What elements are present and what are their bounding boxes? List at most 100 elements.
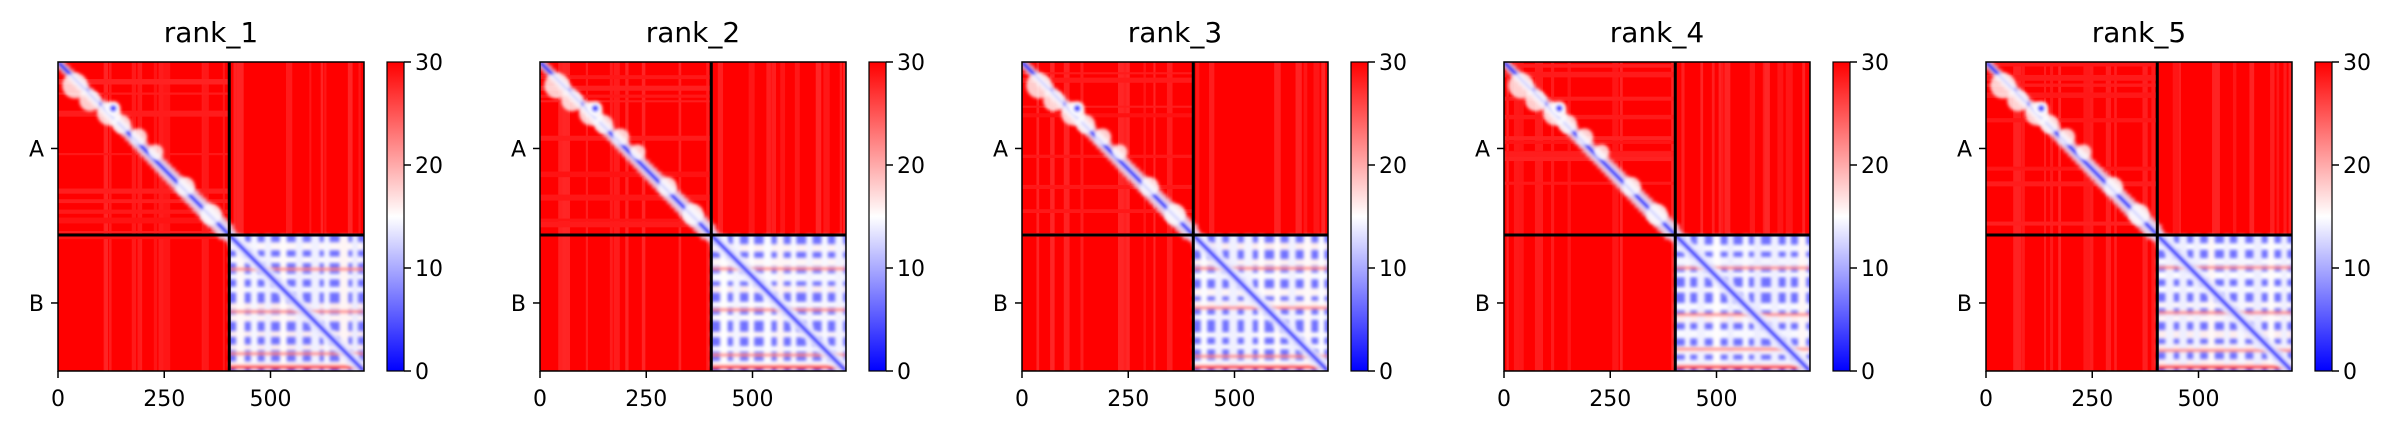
x-tick-label: 0	[1497, 387, 1511, 412]
chain-a-blotch	[1622, 177, 1641, 196]
chain-b-vband	[1785, 234, 1791, 371]
texture-streak	[1506, 62, 1509, 371]
chain-b-vband	[1228, 234, 1238, 371]
texture-streak	[58, 234, 230, 240]
texture-streak	[58, 231, 230, 234]
texture-streak	[1143, 62, 1146, 371]
texture-streak	[815, 62, 822, 371]
texture-streak	[1303, 62, 1308, 371]
texture-streak	[236, 62, 244, 371]
texture-streak	[2015, 62, 2022, 371]
texture-streak	[794, 62, 800, 371]
chain-a-blotch	[1594, 144, 1610, 160]
colorbar-tick-label: 30	[897, 51, 925, 76]
chain-b-vband	[1684, 234, 1691, 371]
chain-b-redline	[229, 352, 364, 356]
chain-b-redline	[229, 267, 364, 271]
chain-b-vband	[1200, 234, 1208, 371]
texture-streak	[1022, 184, 1194, 189]
texture-streak	[1720, 62, 1724, 371]
texture-streak	[540, 194, 712, 201]
heatmap-frame	[1503, 61, 1811, 372]
texture-streak	[1050, 62, 1055, 371]
panel-title: rank_5	[2092, 16, 2186, 49]
panel-rank_1: rank_1 A B 0 250 500 0 10 20 30	[29, 16, 443, 412]
x-tick-label: 250	[1107, 387, 1149, 412]
texture-streak	[1295, 62, 1302, 371]
chain-a-blotch	[594, 114, 614, 134]
texture-streak	[1802, 62, 1806, 371]
texture-streak	[1986, 166, 2158, 170]
texture-streak	[1671, 62, 1675, 371]
chain-b-vband	[732, 234, 740, 371]
texture-streak	[1036, 62, 1040, 371]
texture-streak	[2270, 62, 2275, 371]
panel-title: rank_1	[164, 16, 258, 49]
texture-streak	[1504, 96, 1676, 101]
texture-streak	[2083, 62, 2091, 371]
panel-rank_2: rank_2 A B 0 250 500 0 10 20 30	[511, 16, 925, 412]
colorbar-gradient	[1832, 61, 1851, 372]
colorbar: 0 10 20 30	[1350, 51, 1407, 385]
chain-a-blotch	[1164, 203, 1186, 226]
texture-streak	[706, 62, 710, 371]
colorbar-gradient	[386, 61, 405, 372]
texture-streak	[1986, 74, 2158, 81]
texture-streak	[1297, 62, 1301, 371]
chain-a-blotch	[62, 72, 88, 99]
chain-b-vband	[1770, 234, 1779, 371]
texture-streak	[163, 62, 171, 371]
colorbar: 0 10 20 30	[868, 51, 925, 385]
colorbar-tick-label: 10	[1379, 257, 1407, 282]
texture-streak	[2175, 62, 2182, 371]
texture-streak	[1619, 62, 1623, 371]
x-tick-label: 500	[1214, 387, 1256, 412]
chain-a-blotch	[176, 177, 195, 196]
texture-streak	[1504, 114, 1676, 120]
chain-b-hband	[1675, 329, 1810, 339]
texture-streak	[1504, 64, 1676, 68]
texture-streak	[320, 62, 324, 371]
x-tick-label: 0	[533, 387, 547, 412]
texture-streak	[843, 62, 846, 371]
chain-a-blotch	[682, 203, 704, 226]
texture-streak	[1718, 62, 1724, 371]
chain-b-vband	[790, 234, 797, 371]
texture-streak	[2058, 62, 2062, 371]
texture-streak	[158, 62, 165, 371]
texture-streak	[347, 62, 353, 371]
texture-streak	[2212, 62, 2217, 371]
chain-a-blotch	[2058, 128, 2076, 146]
texture-streak	[1022, 77, 1194, 83]
texture-streak	[233, 62, 237, 371]
chain-b-redline	[2157, 348, 2292, 352]
texture-streak	[1986, 221, 2158, 226]
texture-streak	[540, 171, 712, 178]
colorbar-tick-label: 30	[2343, 51, 2371, 76]
chain-b-redline	[1675, 313, 1810, 317]
chain-a-blotch	[1990, 72, 2016, 99]
texture-streak	[137, 62, 141, 371]
panel-title: rank_4	[1610, 16, 1704, 49]
chain-a-blotch	[544, 72, 570, 99]
texture-streak	[233, 62, 240, 371]
heatmap-frame	[57, 61, 365, 372]
chain-a-blotch	[79, 89, 101, 112]
texture-streak	[1551, 62, 1555, 371]
colorbar-tick-label: 20	[1861, 154, 1889, 179]
chain-b-redline	[2157, 311, 2292, 315]
colorbar-gradient	[1350, 61, 1369, 372]
chain-b-vband	[2193, 234, 2201, 371]
texture-streak	[641, 62, 646, 371]
texture-streak	[1612, 62, 1619, 371]
texture-streak	[1022, 113, 1194, 118]
colorbar-tick-label: 10	[897, 257, 925, 282]
chain-a-blotch	[2076, 144, 2092, 160]
texture-streak	[1681, 62, 1685, 371]
colorbar-tick-label: 30	[1379, 51, 1407, 76]
texture-streak	[540, 221, 712, 228]
y-tick-label: B	[1475, 292, 1490, 317]
texture-streak	[1504, 181, 1676, 185]
texture-streak	[560, 62, 566, 371]
texture-streak	[1711, 62, 1715, 371]
